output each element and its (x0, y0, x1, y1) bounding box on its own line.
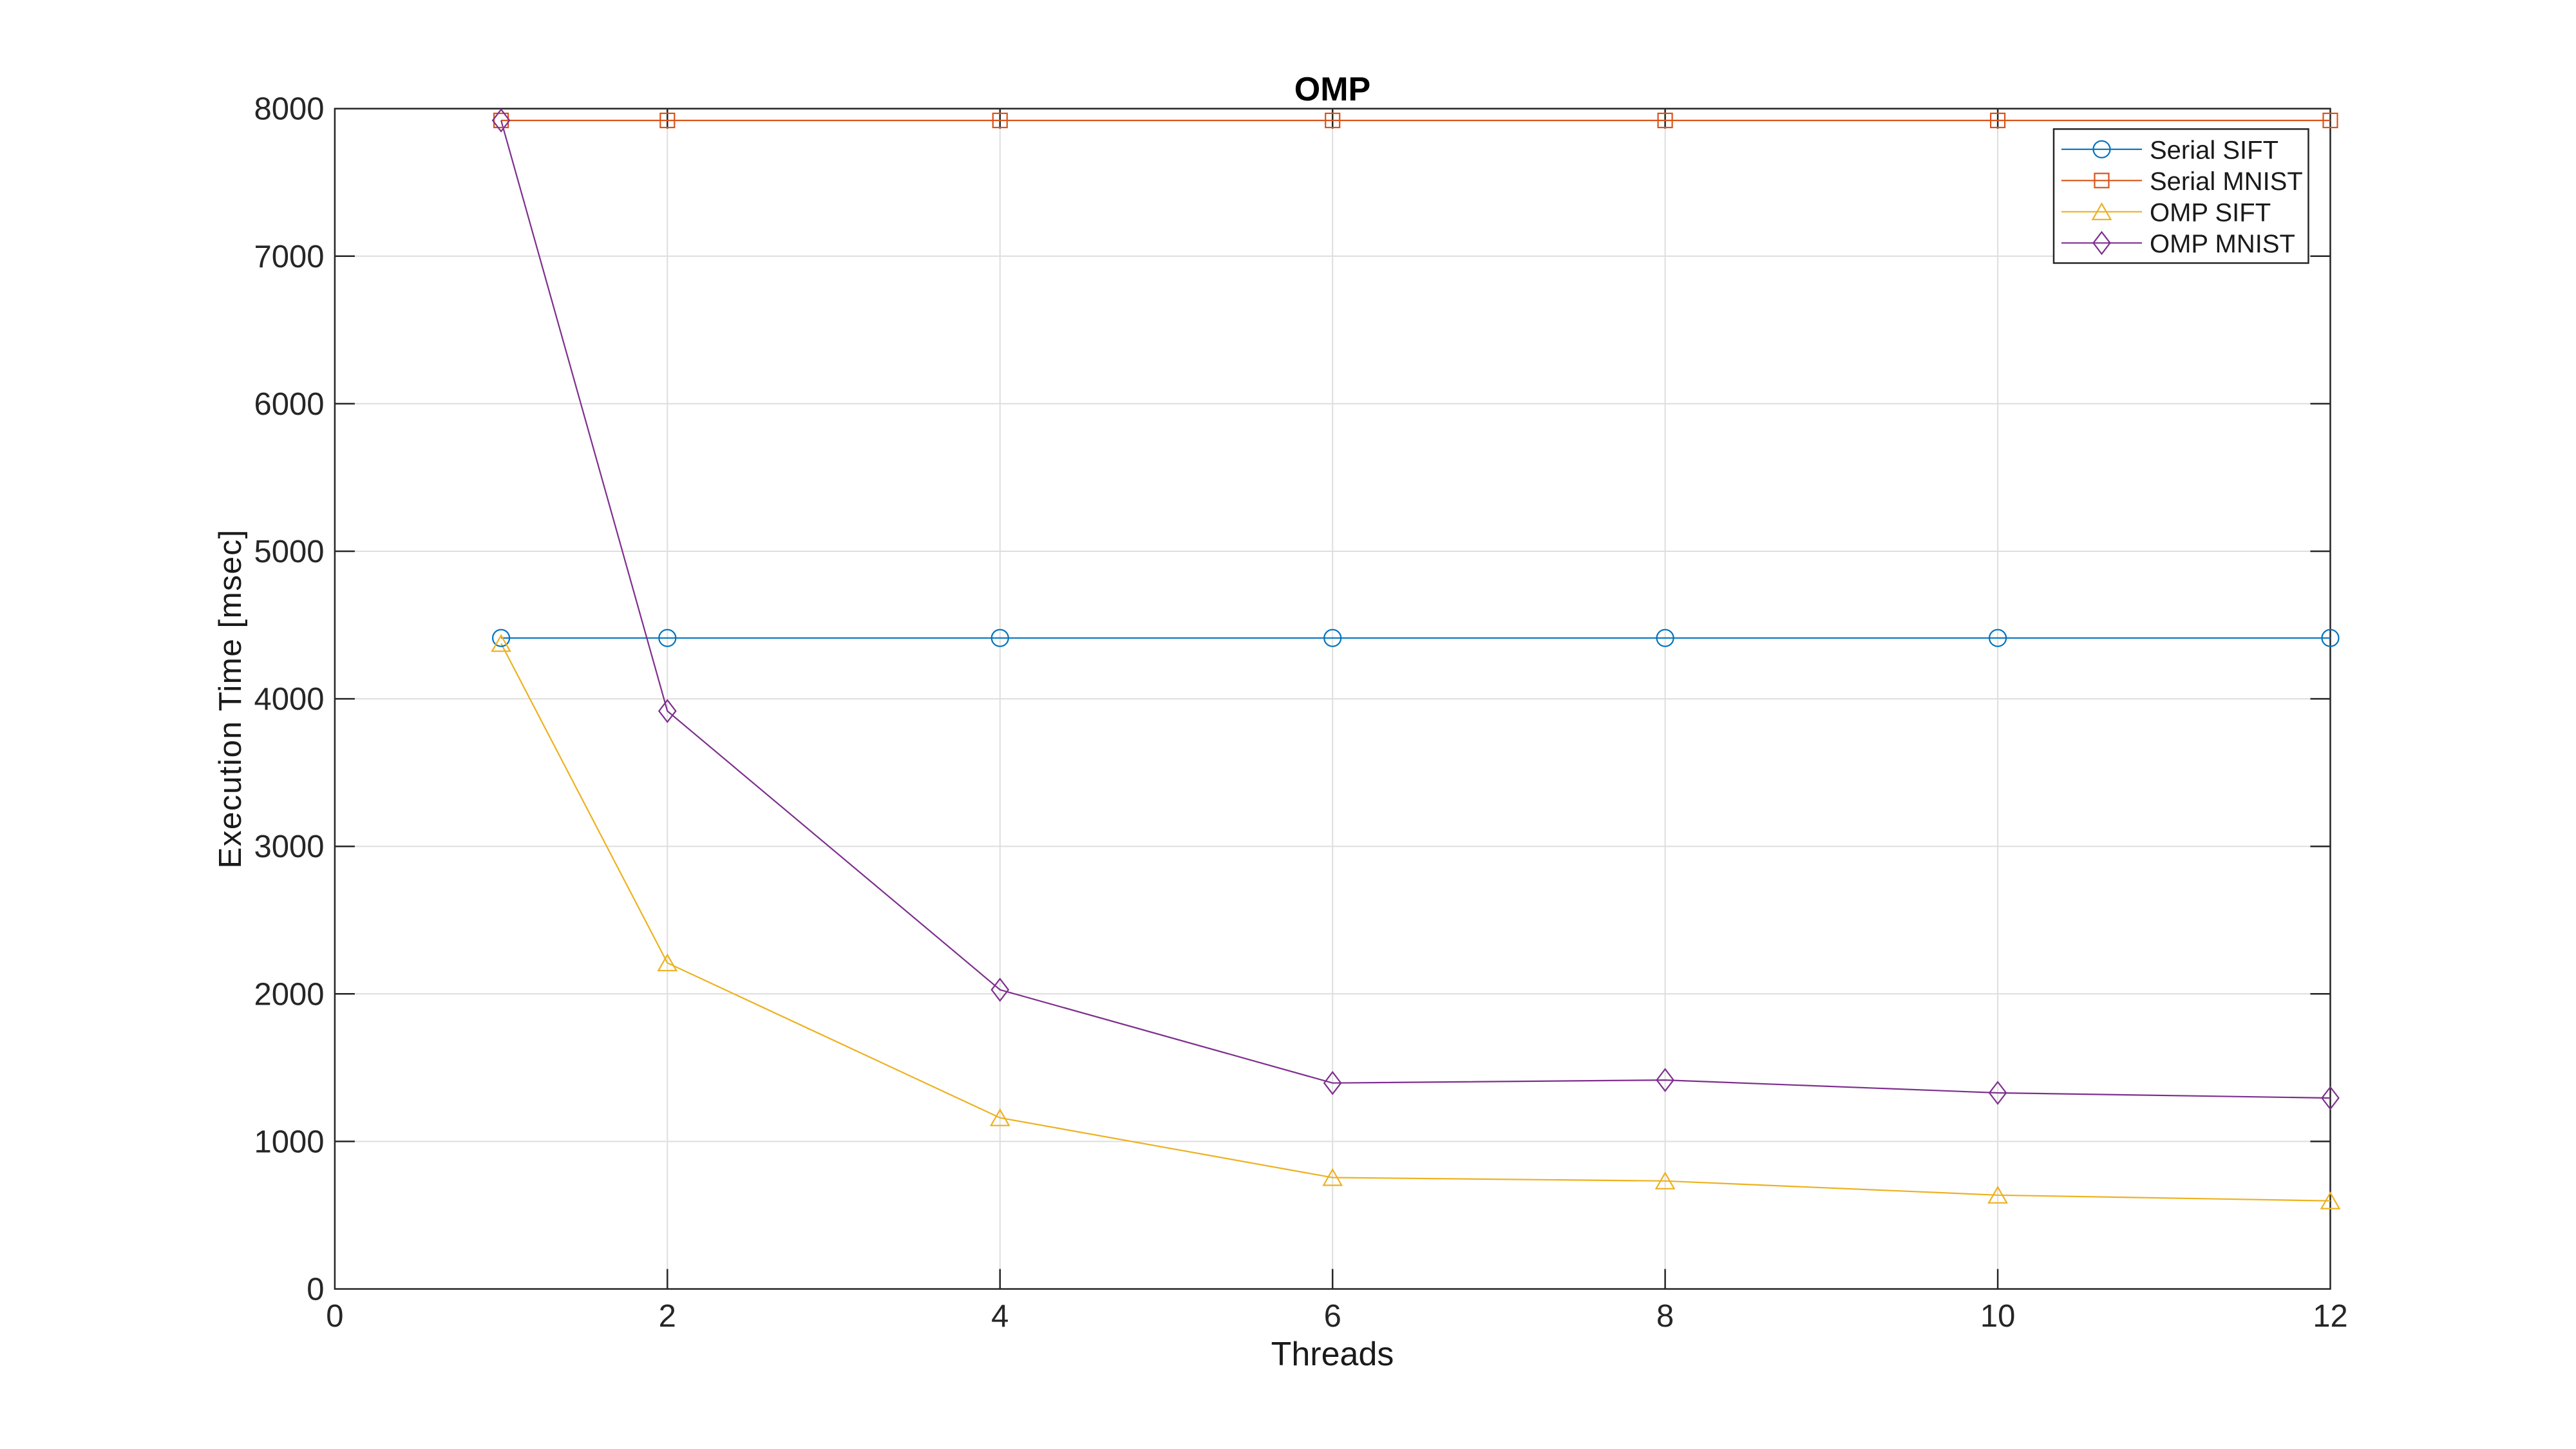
svg-text:2000: 2000 (254, 977, 324, 1012)
svg-text:5000: 5000 (254, 535, 324, 569)
svg-text:OMP SIFT: OMP SIFT (2150, 198, 2271, 227)
svg-text:Execution Time [msec]: Execution Time [msec] (213, 529, 248, 868)
svg-text:Serial SIFT: Serial SIFT (2150, 136, 2278, 164)
svg-text:10: 10 (1980, 1299, 2016, 1334)
svg-text:8000: 8000 (254, 92, 324, 127)
svg-text:8: 8 (1656, 1299, 1674, 1334)
svg-text:1000: 1000 (254, 1124, 324, 1159)
svg-text:OMP: OMP (1294, 71, 1370, 108)
svg-text:7000: 7000 (254, 240, 324, 274)
svg-text:Threads: Threads (1271, 1336, 1394, 1373)
svg-text:0: 0 (307, 1273, 324, 1307)
svg-text:Serial MNIST: Serial MNIST (2150, 167, 2303, 196)
svg-text:12: 12 (2313, 1299, 2348, 1334)
svg-text:6: 6 (1324, 1299, 1341, 1334)
svg-text:2: 2 (659, 1299, 676, 1334)
svg-text:4000: 4000 (254, 682, 324, 717)
svg-text:OMP MNIST: OMP MNIST (2150, 230, 2295, 258)
svg-text:0: 0 (326, 1299, 343, 1334)
svg-text:6000: 6000 (254, 387, 324, 422)
svg-text:4: 4 (991, 1299, 1009, 1334)
svg-text:3000: 3000 (254, 829, 324, 864)
